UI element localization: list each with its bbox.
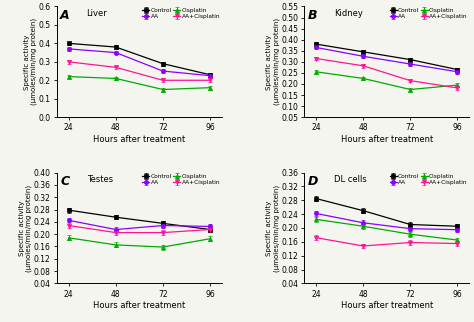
- Legend: Control, AA, Cisplatin, AA+Cisplatin: Control, AA, Cisplatin, AA+Cisplatin: [389, 8, 468, 20]
- Text: B: B: [308, 9, 317, 22]
- Y-axis label: Specific activity
(μmoles/min/mg protein): Specific activity (μmoles/min/mg protein…: [24, 18, 37, 105]
- Y-axis label: Specific activity
(μmoles/min/mg protein): Specific activity (μmoles/min/mg protein…: [19, 185, 32, 271]
- Legend: Control, AA, Cisplatin, AA+Cisplatin: Control, AA, Cisplatin, AA+Cisplatin: [142, 8, 221, 20]
- Text: A: A: [60, 9, 70, 22]
- Text: DL cells: DL cells: [334, 175, 367, 184]
- Text: D: D: [308, 175, 318, 188]
- X-axis label: Hours after treatment: Hours after treatment: [93, 135, 185, 144]
- Legend: Control, AA, Cisplatin, AA+Cisplatin: Control, AA, Cisplatin, AA+Cisplatin: [389, 174, 468, 186]
- Text: Liver: Liver: [87, 9, 107, 18]
- Y-axis label: Specific activity
(μmoles/min/mg protein): Specific activity (μmoles/min/mg protein…: [266, 18, 280, 105]
- Text: C: C: [60, 175, 69, 188]
- Y-axis label: Specific activity
(μmoles/min/mg protein): Specific activity (μmoles/min/mg protein…: [266, 185, 280, 271]
- Text: Testes: Testes: [87, 175, 113, 184]
- X-axis label: Hours after treatment: Hours after treatment: [341, 135, 433, 144]
- X-axis label: Hours after treatment: Hours after treatment: [341, 301, 433, 310]
- Text: Kidney: Kidney: [334, 9, 363, 18]
- X-axis label: Hours after treatment: Hours after treatment: [93, 301, 185, 310]
- Legend: Control, AA, Cisplatin, AA+Cisplatin: Control, AA, Cisplatin, AA+Cisplatin: [142, 174, 221, 186]
